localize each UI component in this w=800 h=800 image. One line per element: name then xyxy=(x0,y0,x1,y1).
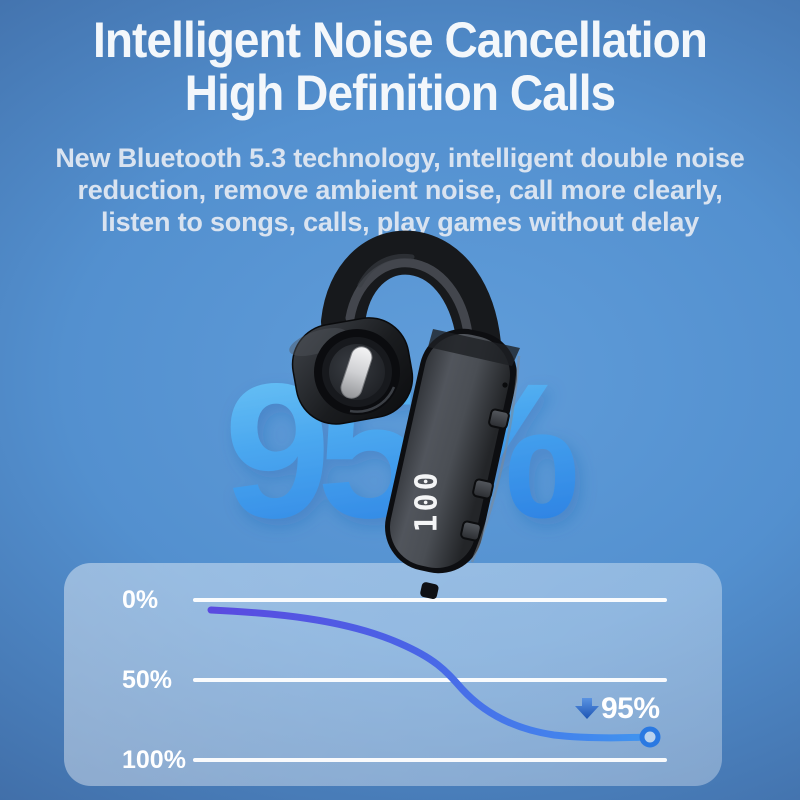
ear-hook xyxy=(321,230,501,366)
headline-line-2: High Definition Calls xyxy=(184,65,616,121)
subtitle-line-1: New Bluetooth 5.3 technology, intelligen… xyxy=(55,143,745,173)
arrow-down-icon xyxy=(575,698,599,719)
chart-annotation-95: 95% xyxy=(601,692,660,725)
led-display: 100 xyxy=(410,469,445,532)
y-axis-label-0: 0% xyxy=(122,586,159,614)
chart-grid xyxy=(193,598,667,762)
side-button xyxy=(460,520,482,542)
noise-chart xyxy=(193,598,667,762)
device-body: 100 xyxy=(385,328,521,599)
mic-hole xyxy=(502,382,508,388)
y-axis-label-50: 50% xyxy=(122,666,173,694)
headline-line-1: Intelligent Noise Cancellation xyxy=(93,12,708,68)
headline: Intelligent Noise Cancellation High Defi… xyxy=(32,14,768,120)
chart-panel: 0% 50% 100% 95% xyxy=(64,563,722,786)
side-button xyxy=(472,478,494,500)
side-buttons xyxy=(460,408,510,542)
earbud xyxy=(289,317,414,425)
speaker-grille xyxy=(340,346,373,399)
curve-end-marker xyxy=(639,726,661,748)
noise-curve xyxy=(207,606,652,742)
side-button xyxy=(488,408,510,430)
bottom-nub xyxy=(420,582,439,599)
subtitle-line-2: reduction, remove ambient noise, call mo… xyxy=(77,175,723,205)
y-axis-label-100: 100% xyxy=(122,746,186,774)
